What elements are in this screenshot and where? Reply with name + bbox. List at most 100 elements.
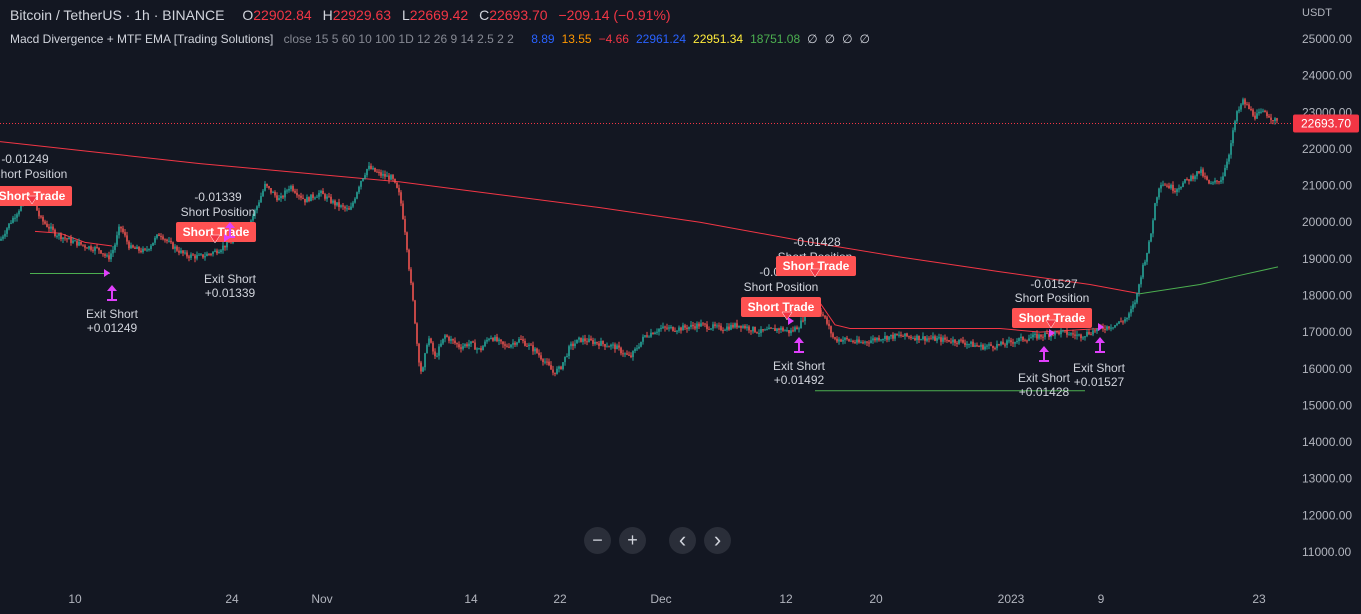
candle-body	[830, 326, 832, 334]
candle-body	[82, 244, 84, 246]
candle-body	[258, 202, 260, 207]
candle-body	[432, 342, 434, 352]
candle-body	[1130, 309, 1132, 314]
exit-arrow-icon	[794, 337, 804, 343]
candle-body	[1068, 334, 1070, 336]
candle-body	[282, 196, 284, 198]
candle-body	[1112, 327, 1114, 329]
short-trade-badge[interactable]	[776, 256, 856, 276]
candle-body	[1096, 328, 1098, 332]
currency-label: USDT	[1302, 7, 1332, 19]
candle-body	[186, 252, 188, 257]
candle-body	[548, 361, 550, 366]
candle-body	[62, 237, 64, 240]
candle-body	[254, 210, 256, 216]
indicator-name[interactable]: Macd Divergence + MTF EMA [Trading Solut…	[10, 32, 274, 46]
candle-body	[558, 366, 560, 369]
candle-body	[568, 346, 570, 357]
candle-body	[740, 325, 742, 328]
indicator-value: ∅	[824, 32, 836, 46]
candle-body	[406, 232, 408, 250]
candle-body	[414, 300, 416, 324]
candle-body	[956, 342, 958, 344]
candle-body	[122, 228, 124, 233]
y-tick-label: 11000.00	[1302, 545, 1351, 559]
candle-body	[130, 245, 132, 249]
candle-body	[12, 217, 14, 223]
candle-body	[256, 206, 258, 211]
exit-label: Exit Short	[86, 307, 139, 321]
candle-body	[986, 345, 988, 347]
y-tick-label: 19000.00	[1302, 252, 1352, 266]
candle-body	[66, 238, 68, 240]
trade-pnl: -0.01527	[1030, 277, 1078, 291]
indicator-legend[interactable]: Macd Divergence + MTF EMA [Trading Solut…	[10, 32, 877, 46]
symbol-title[interactable]: Bitcoin / TetherUS · 1h · BINANCE	[10, 7, 225, 23]
candle-body	[752, 326, 754, 332]
open-label: O	[242, 7, 254, 23]
candle-body	[1184, 179, 1186, 183]
candle-body	[1032, 334, 1034, 338]
candle-body	[726, 326, 728, 330]
y-tick-label: 12000.00	[1302, 508, 1352, 522]
candle-body	[426, 345, 428, 354]
candle-body	[180, 250, 182, 253]
short-trade-badge[interactable]	[741, 297, 821, 317]
candle-body	[1030, 337, 1032, 339]
scroll-right-button[interactable]: ›	[704, 527, 731, 554]
zoom-in-button[interactable]: +	[619, 527, 646, 554]
candle-body	[586, 341, 588, 343]
candle-body	[336, 202, 338, 206]
candle-body	[352, 202, 354, 207]
candle-body	[1220, 180, 1222, 182]
candle-body	[1214, 180, 1216, 183]
candle-body	[440, 343, 442, 347]
candle-body	[266, 183, 268, 187]
candle-body	[1228, 154, 1230, 162]
candle-body	[302, 197, 304, 199]
candle-body	[396, 182, 398, 188]
candle-body	[318, 193, 320, 197]
exit-label: Exit Short	[773, 359, 826, 373]
candle-body	[850, 340, 852, 342]
candle-body	[936, 338, 938, 341]
x-tick-label: 14	[464, 592, 478, 606]
candle-body	[94, 247, 96, 251]
short-trade-badge[interactable]	[1012, 308, 1092, 328]
candle-body	[504, 344, 506, 346]
candle-body	[796, 327, 798, 330]
candle-body	[662, 326, 664, 328]
short-trade-label: Short Trade	[183, 225, 250, 239]
candle-body	[578, 337, 580, 340]
candle-body	[326, 196, 328, 199]
candle-body	[652, 332, 654, 335]
candle-body	[1102, 326, 1104, 330]
candle-body	[746, 326, 748, 329]
candle-body	[372, 167, 374, 170]
candle-body	[992, 345, 994, 349]
candle-body	[1078, 334, 1080, 336]
candle-body	[136, 246, 138, 249]
candle-body	[832, 333, 834, 338]
candle-body	[64, 237, 66, 239]
short-trade-badge[interactable]	[176, 222, 256, 242]
candle-body	[158, 234, 160, 237]
candle-body	[346, 208, 348, 210]
scroll-left-button[interactable]: ‹	[669, 527, 696, 554]
zoom-out-button[interactable]: −	[584, 527, 611, 554]
y-tick-label: 14000.00	[1302, 435, 1352, 449]
candle-body	[306, 197, 308, 203]
candle-body	[340, 205, 342, 207]
candle-body	[212, 251, 214, 255]
candle-body	[1274, 118, 1276, 122]
indicator-value: 22961.24	[635, 32, 687, 46]
high-label: H	[322, 7, 333, 23]
candle-body	[602, 340, 604, 345]
candle-body	[420, 362, 422, 372]
candle-body	[178, 250, 180, 253]
candle-body	[1232, 130, 1234, 144]
candle-body	[754, 326, 756, 333]
